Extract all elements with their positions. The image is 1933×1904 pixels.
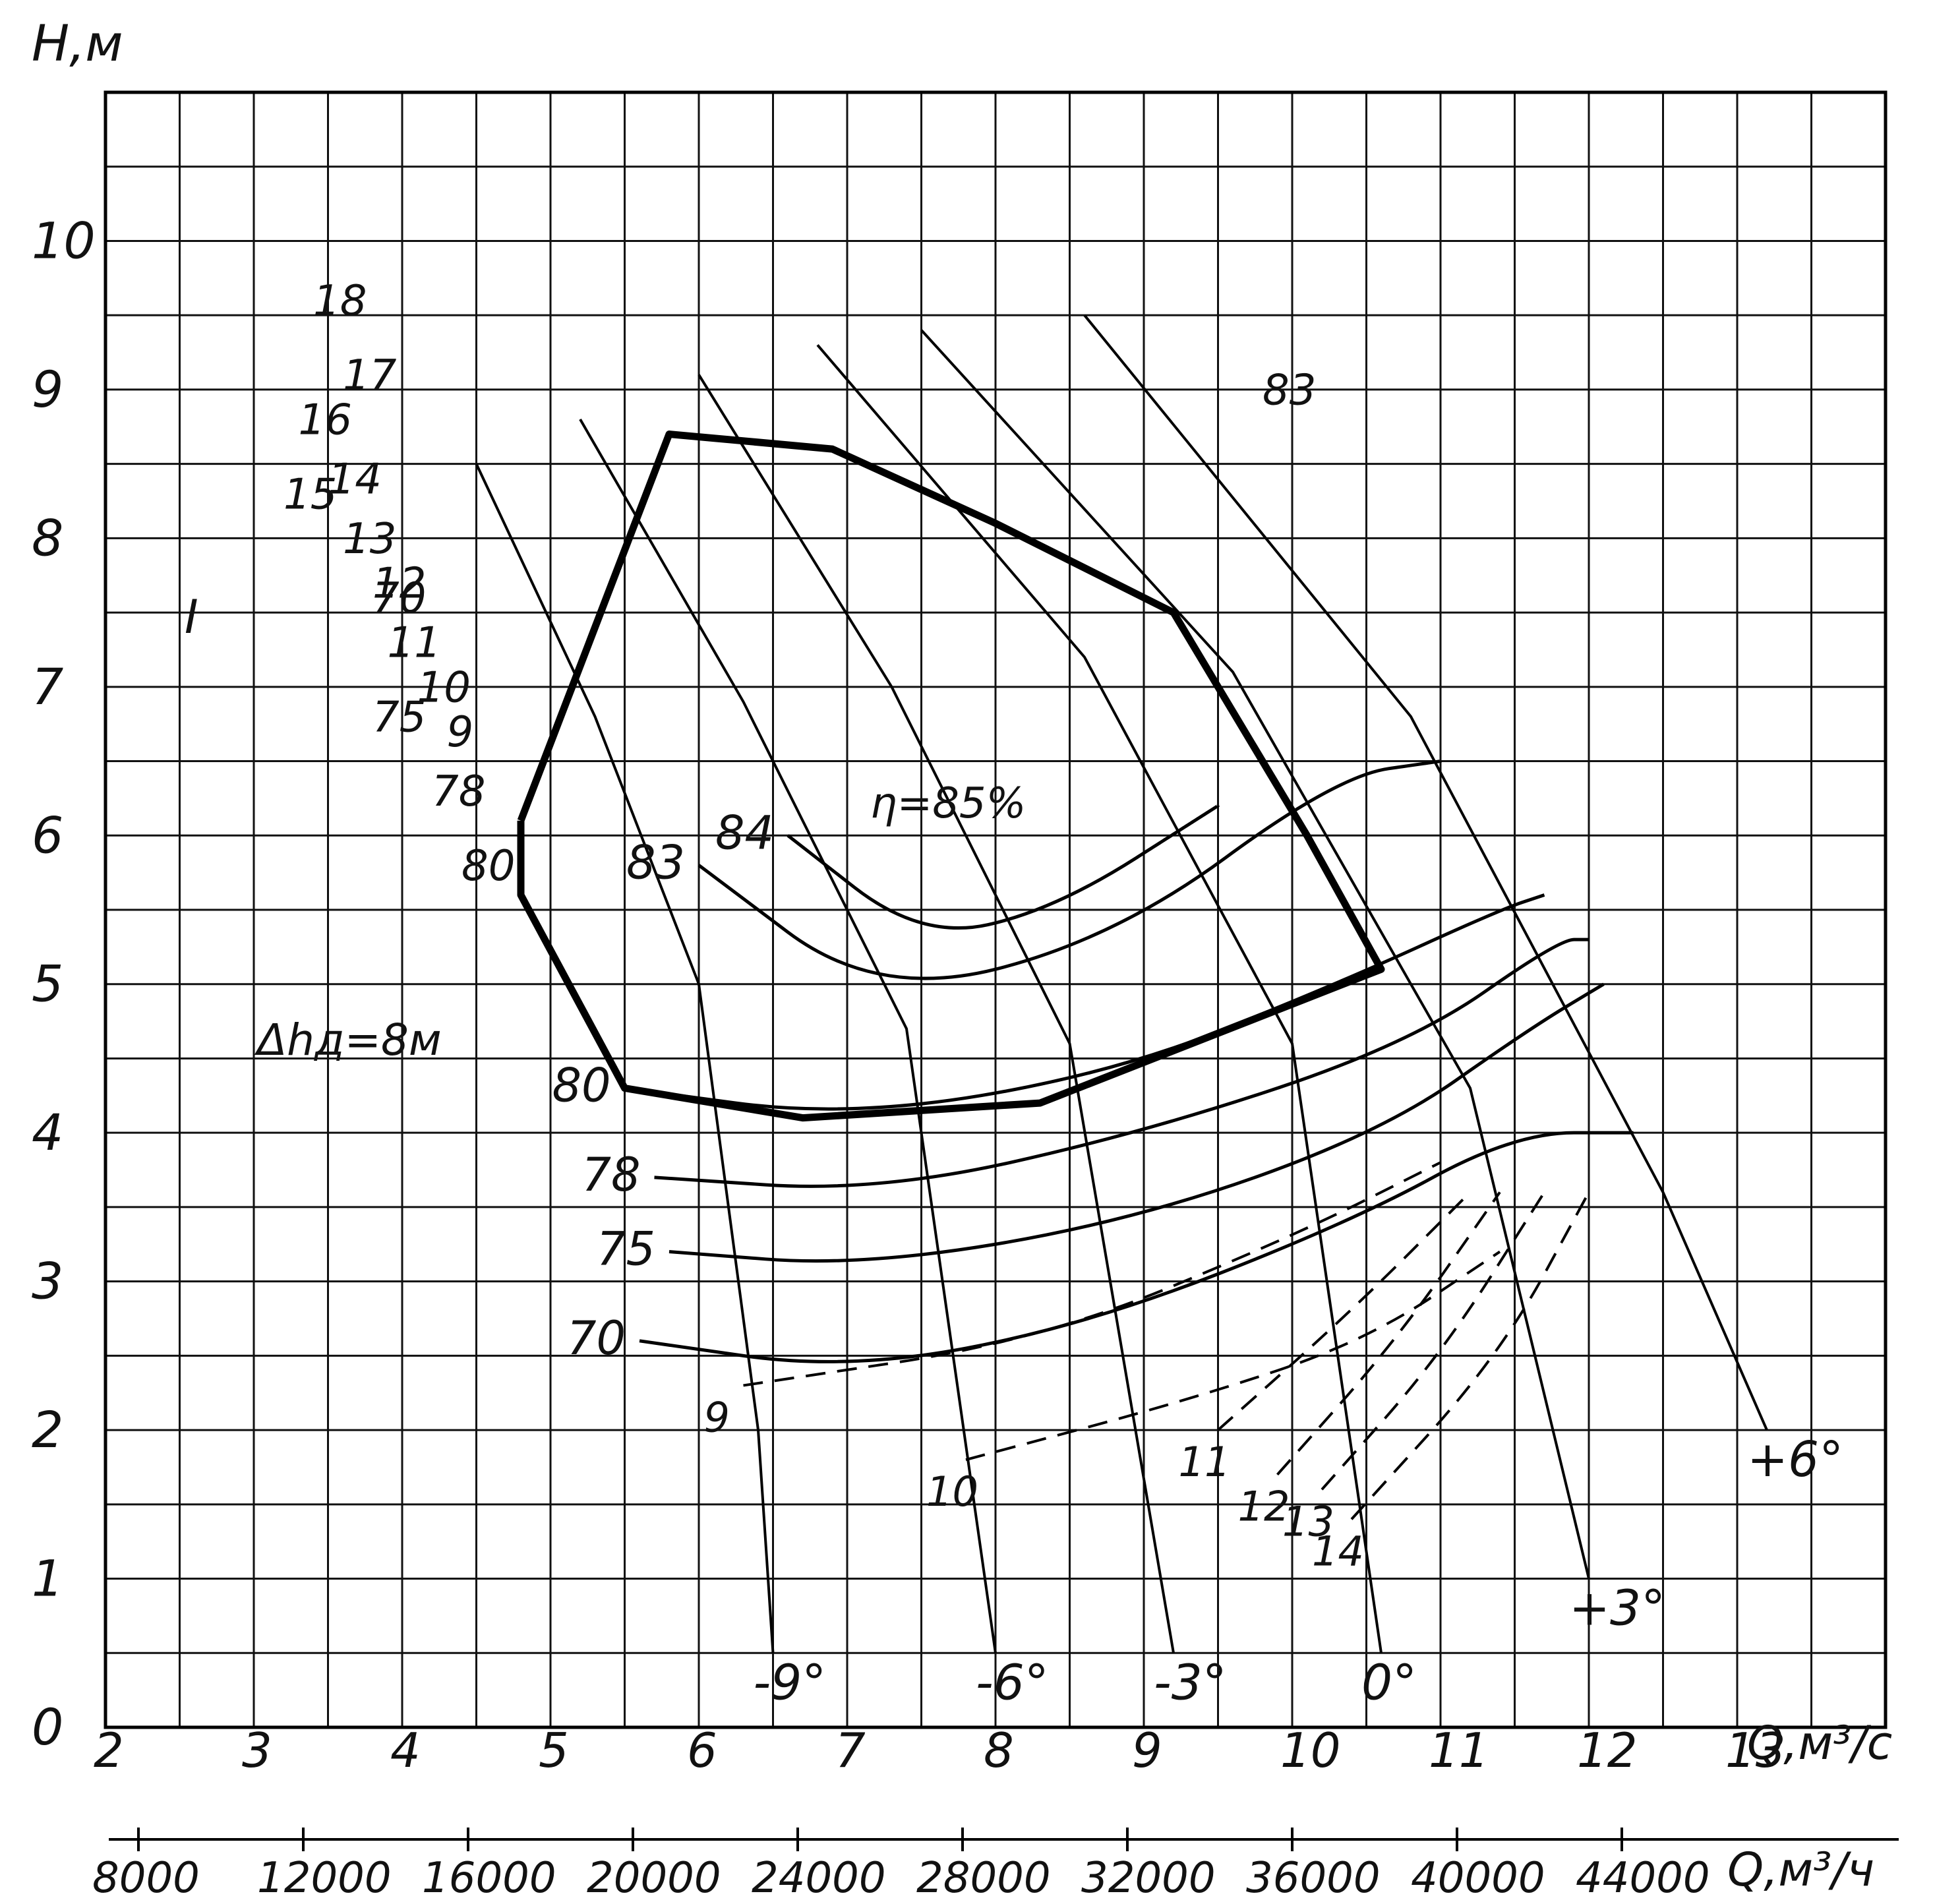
efficiency-label: 83	[626, 835, 685, 889]
side-label: 16	[299, 396, 352, 445]
x2-tick-label: 8000	[92, 1854, 200, 1903]
x-tick-label: 12	[1577, 1723, 1638, 1778]
head-curve-label: 12	[1238, 1483, 1290, 1531]
y-tick-label: 2	[32, 1400, 63, 1459]
y-tick-label: 5	[32, 955, 63, 1013]
y-tick-label: 6	[32, 806, 63, 864]
y-tick-label: 7	[32, 657, 63, 716]
efficiency-contour	[639, 1131, 1634, 1363]
x2-tick-label: 16000	[422, 1854, 556, 1903]
head-curve-dashed	[1321, 1191, 1546, 1491]
blade-angle-line	[920, 329, 1590, 1579]
blade-angle-label: -3°	[1154, 1654, 1227, 1711]
blade-angle-label: -6°	[976, 1654, 1049, 1711]
x2-tick-label: 44000	[1576, 1854, 1710, 1903]
x-tick-label: 3	[242, 1723, 272, 1778]
y-axis-label: H,м	[32, 14, 123, 73]
side-label: 13	[343, 515, 396, 564]
side-label: 12	[372, 560, 426, 609]
blade-angle-line	[1083, 314, 1768, 1431]
side-label: 70	[372, 574, 426, 623]
side-label: 18	[313, 277, 367, 326]
efficiency-contour	[669, 982, 1605, 1263]
blade-angle-line	[698, 374, 1175, 1653]
head-curve-label: 11	[1179, 1438, 1231, 1486]
head-curve-label: 14	[1312, 1527, 1364, 1575]
side-label: 15	[283, 470, 337, 519]
efficiency-label: 75	[597, 1222, 655, 1276]
y-tick-label: 1	[32, 1549, 63, 1608]
side-label: 83	[1263, 366, 1316, 415]
curve-i-label: I	[185, 590, 198, 644]
head-curve-label: 9	[704, 1393, 730, 1441]
side-label: 14	[328, 456, 382, 504]
x-tick-label: 11	[1429, 1723, 1489, 1778]
side-label: 11	[388, 619, 441, 668]
head-curve-dashed	[1217, 1191, 1472, 1431]
x2-tick-label: 20000	[587, 1854, 721, 1903]
side-label: 10	[417, 663, 471, 712]
side-label: 17	[343, 351, 397, 400]
x-tick-label: 4	[390, 1723, 421, 1778]
y-tick-label: 8	[32, 508, 63, 567]
x-tick-label: 2	[94, 1723, 124, 1778]
plot-border	[104, 90, 1888, 1729]
x-tick-label: 10	[1280, 1723, 1341, 1778]
head-curve-label: 10	[926, 1468, 978, 1516]
side-label: 78	[432, 767, 485, 816]
efficiency-contour	[654, 937, 1589, 1188]
efficiency-contour	[698, 759, 1441, 980]
x-axis-label: Q,м³/с	[1747, 1716, 1892, 1770]
efficiency-label: 84	[715, 806, 774, 860]
x2-tick-label: 32000	[1081, 1854, 1216, 1903]
cavitation-label: Δhд=8м	[254, 1015, 442, 1065]
blade-angle-line	[475, 463, 775, 1653]
x2-tick-label: 24000	[752, 1854, 886, 1903]
head-curve-dashed	[1276, 1191, 1501, 1476]
x-tick-label: 5	[539, 1723, 569, 1778]
x2-tick-label: 36000	[1246, 1854, 1381, 1903]
y-tick-label: 10	[32, 211, 96, 270]
head-curve-dashed	[965, 1250, 1501, 1462]
y-tick-label: 9	[32, 360, 63, 419]
curves-layer	[475, 314, 1768, 1653]
side-label: 75	[372, 693, 426, 742]
x-tick-label: 6	[687, 1723, 717, 1778]
blade-angle-label: -9°	[754, 1654, 827, 1711]
axis-frame	[104, 90, 1899, 1851]
head-curve-label: 13	[1282, 1497, 1334, 1545]
x-tick-label: 7	[835, 1723, 866, 1778]
grid	[104, 91, 1887, 1729]
head-curve-dashed	[1350, 1191, 1590, 1520]
y-tick-label: 0	[32, 1698, 63, 1756]
operating-zone-outline	[517, 431, 1385, 1122]
efficiency-label: 70	[567, 1311, 626, 1365]
efficiency-label: 78	[582, 1148, 641, 1202]
x-tick-label: 9	[1132, 1723, 1162, 1778]
side-label: 9	[447, 708, 474, 757]
x-tick-label: 8	[984, 1723, 1014, 1778]
y-tick-label: 3	[32, 1252, 63, 1311]
x2-tick-label: 28000	[916, 1854, 1051, 1903]
y-tick-label: 4	[32, 1103, 63, 1162]
x2-tick-label: 40000	[1411, 1854, 1545, 1903]
x-tick-label: 13	[1725, 1723, 1786, 1778]
efficiency-contour	[624, 893, 1546, 1111]
head-curve-dashed	[743, 1161, 1442, 1387]
efficiency-label: 80	[552, 1059, 611, 1113]
blade-angle-label: +3°	[1569, 1580, 1665, 1637]
blade-angle-label: 0°	[1361, 1654, 1417, 1711]
blade-angle-label: +6°	[1747, 1431, 1843, 1488]
x2-tick-label: 12000	[257, 1854, 392, 1903]
efficiency-peak-label: η=85%	[870, 779, 1026, 828]
efficiency-contour	[787, 804, 1219, 930]
side-label: 80	[461, 842, 515, 891]
x2-axis-label: Q,м³/ч	[1727, 1843, 1874, 1897]
